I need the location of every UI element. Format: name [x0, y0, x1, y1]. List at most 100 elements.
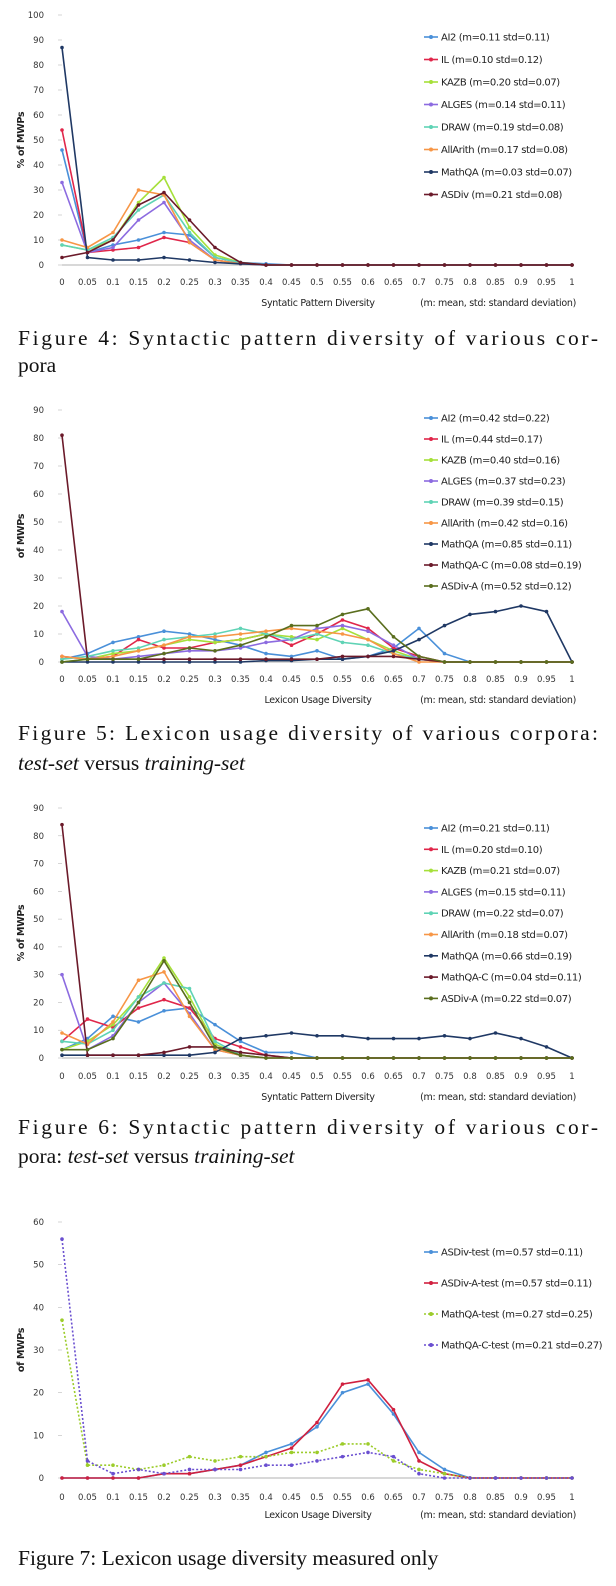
point: [340, 1390, 345, 1395]
point: [213, 260, 217, 265]
point: [391, 263, 396, 267]
y-tick-label: 10: [33, 1431, 44, 1441]
caption-text: pora:: [18, 1144, 68, 1168]
x-tick-label: 0.35: [231, 278, 250, 288]
point: [85, 250, 90, 255]
point: [289, 623, 294, 628]
point: [111, 238, 115, 242]
point: [391, 1454, 396, 1459]
x-tick-label: 0.9: [514, 1072, 528, 1082]
point: [60, 433, 64, 438]
y-tick-label: 20: [33, 602, 44, 612]
point: [162, 997, 166, 1002]
point: [162, 175, 166, 180]
x-tick-label: 0.05: [78, 675, 97, 685]
y-tick-label: 0: [39, 1054, 44, 1064]
point: [85, 1459, 90, 1463]
x-axis-label: Syntatic Pattern Diversity: [261, 298, 375, 309]
point: [136, 649, 141, 653]
x-tick-label: 0.95: [537, 278, 556, 288]
point: [417, 626, 421, 631]
point: [187, 1006, 192, 1010]
x-tick-label: 1: [569, 278, 574, 288]
point: [417, 654, 421, 659]
point: [213, 657, 217, 661]
point: [162, 981, 166, 985]
point: [136, 245, 141, 250]
point: [442, 1033, 447, 1038]
x-tick-label: 0.4: [259, 675, 273, 685]
point: [366, 1036, 370, 1041]
point: [442, 1056, 447, 1060]
x-tick-label: 0.65: [384, 278, 403, 288]
legend-marker: [429, 192, 433, 197]
point: [366, 1450, 370, 1455]
point: [136, 208, 141, 212]
legend-label: AllArith (m=0.17 std=0.08): [441, 145, 568, 156]
x-tick-label: 0.35: [231, 675, 250, 685]
point: [60, 1237, 64, 1241]
point: [442, 660, 447, 664]
legend-label: ALGES (m=0.14 std=0.11): [441, 100, 566, 111]
point: [366, 629, 370, 633]
point: [340, 1454, 345, 1459]
point: [366, 626, 370, 631]
x-tick-label: 0.7: [412, 1072, 426, 1082]
point: [468, 612, 472, 617]
point: [60, 1039, 64, 1044]
point: [340, 657, 345, 661]
legend-marker: [429, 911, 433, 916]
point: [340, 1056, 345, 1060]
point: [544, 609, 549, 614]
legend-label: MathQA (m=0.85 std=0.11): [441, 540, 572, 551]
point: [162, 230, 166, 235]
point: [264, 263, 268, 267]
caption-text: pora: [18, 353, 57, 377]
point: [366, 637, 370, 642]
point: [544, 1045, 549, 1049]
y-tick-label: 20: [33, 211, 44, 221]
legend-label: MathQA-C (m=0.08 std=0.19): [441, 561, 582, 572]
point: [289, 637, 294, 642]
point: [238, 1050, 243, 1055]
point: [111, 258, 115, 262]
caption-line: pora: test-set versus training-set: [18, 1144, 296, 1168]
point: [136, 200, 141, 205]
legend-marker: [429, 889, 433, 894]
x-tick-label: 0.55: [333, 1072, 352, 1082]
point: [187, 1014, 192, 1019]
point: [136, 635, 141, 639]
point: [493, 609, 498, 614]
point: [136, 1476, 141, 1480]
x-axis-label: Lexicon Usage Diversity: [264, 695, 372, 706]
point: [85, 1017, 90, 1021]
caption-line: Figure 5: Lexicon usage diversity of var…: [18, 721, 598, 745]
x-tick-label: 1: [569, 1072, 574, 1082]
legend-marker: [429, 102, 433, 107]
point: [162, 646, 166, 650]
legend-marker: [429, 1343, 433, 1347]
legend-marker: [429, 996, 433, 1001]
x-tick-label: 0: [59, 675, 64, 685]
x-tick-label: 0.6: [361, 675, 375, 685]
point: [213, 649, 217, 653]
point: [187, 986, 192, 991]
legend-label: IL (m=0.20 std=0.10): [441, 845, 543, 856]
point: [366, 263, 370, 267]
point: [238, 1454, 243, 1459]
x-tick-label: 0.1: [106, 1493, 120, 1503]
point: [136, 978, 141, 983]
point: [136, 646, 141, 650]
point: [238, 1045, 243, 1049]
point: [213, 635, 217, 639]
x-tick-label: 0.65: [384, 675, 403, 685]
point: [289, 263, 294, 267]
point: [570, 660, 574, 664]
point: [238, 643, 243, 647]
point: [417, 263, 421, 267]
legend-marker: [429, 542, 433, 546]
point: [60, 609, 64, 614]
legend-marker: [429, 147, 433, 152]
point: [162, 1050, 166, 1055]
